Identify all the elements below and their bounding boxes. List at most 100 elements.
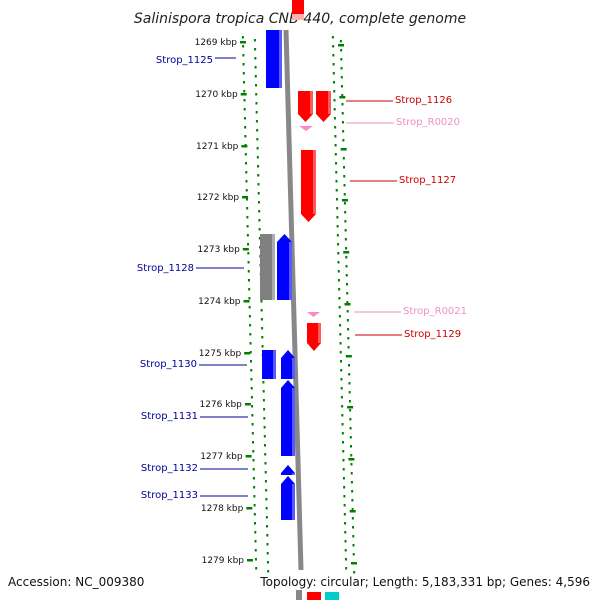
major-tick-right: [338, 44, 345, 47]
tick-dot-left: [244, 153, 247, 156]
tick-dot-inner-left: [258, 228, 261, 231]
tick-dot-left: [247, 279, 250, 282]
tick-dot-inner-left: [266, 525, 269, 528]
gene-strop-1132: [281, 465, 295, 475]
tick-dot-inner-left: [261, 336, 264, 339]
offscreen-feature-bottom: [325, 592, 339, 600]
tick-dot-right: [344, 211, 347, 214]
major-tick-right: [343, 251, 350, 254]
tick-dot-left: [242, 63, 245, 66]
tick-dot-right: [345, 256, 348, 259]
tick-dot-left: [250, 387, 253, 390]
tick-dot-right: [351, 499, 354, 502]
tick-dot-inner-right: [340, 378, 343, 381]
tick-dot-inner-right: [332, 63, 335, 66]
tick-dot-inner-right: [337, 261, 340, 264]
tick-dot-left: [254, 549, 257, 552]
tick-dot-left: [250, 396, 253, 399]
tick-dot-inner-right: [339, 342, 342, 345]
tick-dot-inner-right: [342, 441, 345, 444]
tick-dot-right: [340, 58, 343, 61]
gene-strop-1128-pseudo: [260, 234, 275, 300]
tick-dot-inner-left: [256, 156, 259, 159]
tick-dot-inner-left: [267, 570, 270, 573]
tick-dot-inner-right: [340, 369, 343, 372]
tick-dot-inner-right: [342, 450, 345, 453]
tick-label: 1276 kbp: [199, 400, 242, 410]
rna-strop-r0021: [307, 312, 320, 317]
tick-dot-left: [241, 36, 244, 39]
tick-dot-right: [345, 274, 348, 277]
tick-dot-right: [352, 526, 355, 529]
tick-dot-inner-right: [334, 144, 337, 147]
tick-dot-right: [347, 346, 350, 349]
tick-dot-left: [251, 405, 254, 408]
major-tick-right: [349, 510, 356, 513]
major-tick-right: [344, 303, 351, 306]
tick-dot-left: [245, 162, 248, 165]
tick-dot-left: [245, 171, 248, 174]
tick-dot-inner-left: [258, 210, 261, 213]
tick-dot-inner-left: [260, 309, 263, 312]
tick-dot-inner-right: [343, 504, 346, 507]
tick-dot-left: [248, 288, 251, 291]
tick-dot-right: [341, 112, 344, 115]
tick-label: 1273 kbp: [197, 245, 240, 255]
tick-dot-inner-right: [338, 306, 341, 309]
tick-dot-right: [341, 85, 344, 88]
major-tick-right: [340, 148, 347, 151]
tick-dot-inner-left: [257, 201, 260, 204]
gene-strop-1128: [277, 234, 292, 300]
tick-dot-inner-right: [336, 216, 339, 219]
tick-dot-right: [345, 247, 348, 250]
backbone-bottom: [296, 590, 302, 600]
gene-strop-1127-highlight: [313, 150, 316, 214]
major-tick-right: [345, 355, 352, 358]
tick-dot-left: [251, 432, 254, 435]
gene-strop-1132-highlight: [292, 473, 295, 475]
tick-dot-inner-left: [265, 507, 268, 510]
gene-strop-1126: [316, 91, 331, 122]
tick-dot-inner-right: [337, 279, 340, 282]
tick-dot-inner-left: [265, 516, 268, 519]
tick-dot-left: [248, 306, 251, 309]
rna-strop-r0020: [299, 126, 313, 131]
tick-dot-inner-left: [253, 39, 256, 42]
tick-dot-left: [242, 45, 245, 48]
tick-dot-inner-right: [341, 405, 344, 408]
tick-label: 1275 kbp: [199, 349, 242, 359]
tick-dot-left: [254, 540, 257, 543]
gene-label-strop-1127: Strop_1127: [399, 175, 456, 186]
tick-dot-inner-right: [333, 90, 336, 93]
tick-dot-inner-right: [341, 423, 344, 426]
tick-dot-inner-left: [257, 174, 260, 177]
tick-dot-inner-left: [257, 165, 260, 168]
topology-label: Topology: circular; Length: 5,183,331 bp…: [259, 575, 590, 589]
tick-dot-right: [348, 400, 351, 403]
tick-dot-left: [249, 333, 252, 336]
tick-dot-inner-left: [254, 75, 257, 78]
tick-dot-right: [345, 265, 348, 268]
major-tick-right: [347, 406, 354, 409]
major-tick: [241, 145, 248, 148]
tick-dot-left: [243, 81, 246, 84]
tick-dot-inner-right: [332, 45, 335, 48]
gene-label-strop-r0021: Strop_R0021: [403, 306, 467, 317]
tick-dot-left: [244, 126, 247, 129]
tick-dot-inner-right: [336, 225, 339, 228]
tick-dot-left: [246, 207, 249, 210]
tick-labels: 1269 kbp 1270 kbp 1271 kbp 1272 kbp 1273 kbp…: [195, 38, 357, 566]
tick-dot-left: [251, 414, 254, 417]
tick-label: 1270 kbp: [195, 90, 238, 100]
tick-dot-inner-right: [338, 288, 341, 291]
tick-dot-inner-right: [333, 81, 336, 84]
tick-dot-inner-right: [342, 459, 345, 462]
tick-dot-inner-right: [337, 252, 340, 255]
tick-dot-right: [351, 508, 354, 511]
tick-dot-left: [246, 216, 249, 219]
gene-label-strop-1132: Strop_1132: [141, 463, 198, 474]
tick-dot-inner-right: [343, 486, 346, 489]
major-tick: [242, 248, 249, 251]
gene-strop-1126a-highlight: [310, 91, 313, 114]
